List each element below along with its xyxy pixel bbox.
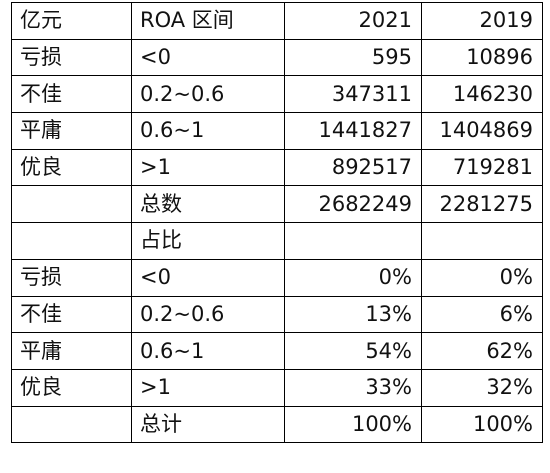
- range-cell: <0: [131, 258, 285, 297]
- range-cell: >1: [131, 368, 285, 407]
- share-2021-cell: 54%: [284, 332, 422, 370]
- category-cell: 优良: [11, 368, 132, 407]
- header-roa-range: ROA 区间: [131, 2, 285, 40]
- total-label: 总计: [131, 405, 285, 444]
- range-cell: 0.2~0.6: [131, 295, 285, 334]
- share-2019-cell: 0%: [421, 258, 543, 297]
- range-cell: 0.2~0.6: [131, 75, 285, 114]
- total-2021-cell: 2682249: [284, 185, 422, 224]
- total-label: 总数: [131, 185, 285, 224]
- range-cell: >1: [131, 148, 285, 187]
- value-2021-cell: 595: [284, 38, 422, 77]
- table-row: 平庸 0.6~1 54% 62%: [11, 332, 543, 370]
- total-share-2021-cell: 100%: [284, 405, 422, 444]
- category-cell: 平庸: [11, 112, 132, 150]
- empty-cell: [11, 222, 132, 260]
- roa-table: 亿元 ROA 区间 2021 2019 亏损 <0 595 10896 不佳 0…: [11, 2, 543, 444]
- total-2019-cell: 2281275: [421, 185, 543, 224]
- category-cell: 不佳: [11, 295, 132, 334]
- table-row: 不佳 0.2~0.6 13% 6%: [11, 295, 543, 334]
- category-cell: 平庸: [11, 332, 132, 370]
- share-2019-cell: 6%: [421, 295, 543, 334]
- share-2021-cell: 13%: [284, 295, 422, 334]
- table-row: 平庸 0.6~1 1441827 1404869: [11, 112, 543, 150]
- header-year-2021: 2021: [284, 2, 422, 40]
- header-year-2019: 2019: [421, 2, 543, 40]
- value-2019-cell: 1404869: [421, 112, 543, 150]
- range-cell: 0.6~1: [131, 112, 285, 150]
- share-2019-cell: 62%: [421, 332, 543, 370]
- share-2019-cell: 32%: [421, 368, 543, 407]
- share-2021-cell: 0%: [284, 258, 422, 297]
- total-share-2019-cell: 100%: [421, 405, 543, 444]
- share-header: 占比: [131, 222, 285, 260]
- share-header-row: 占比: [11, 222, 543, 260]
- category-cell: 不佳: [11, 75, 132, 114]
- category-cell: 亏损: [11, 38, 132, 77]
- header-unit: 亿元: [11, 2, 132, 40]
- table-row: 优良 >1 892517 719281: [11, 148, 543, 187]
- table-row: 不佳 0.2~0.6 347311 146230: [11, 75, 543, 114]
- total-row: 总计 100% 100%: [11, 405, 543, 444]
- range-cell: <0: [131, 38, 285, 77]
- empty-cell: [421, 222, 543, 260]
- category-cell: 优良: [11, 148, 132, 187]
- header-row: 亿元 ROA 区间 2021 2019: [11, 2, 543, 40]
- value-2019-cell: 10896: [421, 38, 543, 77]
- category-cell: [11, 405, 132, 444]
- value-2021-cell: 892517: [284, 148, 422, 187]
- category-cell: 亏损: [11, 258, 132, 297]
- category-cell: [11, 185, 132, 224]
- value-2019-cell: 146230: [421, 75, 543, 114]
- table-row: 亏损 <0 595 10896: [11, 38, 543, 77]
- value-2021-cell: 1441827: [284, 112, 422, 150]
- range-cell: 0.6~1: [131, 332, 285, 370]
- table-row: 优良 >1 33% 32%: [11, 368, 543, 407]
- total-row: 总数 2682249 2281275: [11, 185, 543, 224]
- empty-cell: [284, 222, 422, 260]
- table-row: 亏损 <0 0% 0%: [11, 258, 543, 297]
- value-2019-cell: 719281: [421, 148, 543, 187]
- share-2021-cell: 33%: [284, 368, 422, 407]
- value-2021-cell: 347311: [284, 75, 422, 114]
